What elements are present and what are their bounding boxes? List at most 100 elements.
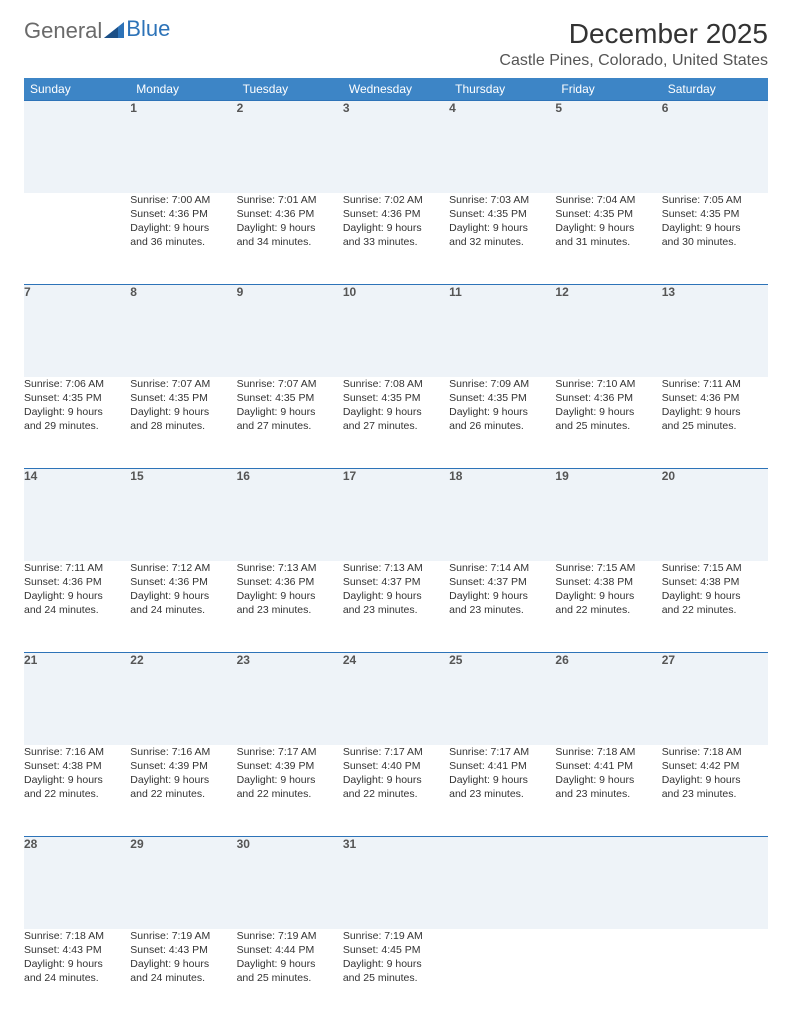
day-number-cell	[555, 837, 661, 929]
dayname-header: Wednesday	[343, 78, 449, 101]
day-info-line: Sunset: 4:42 PM	[662, 759, 768, 773]
day-info-line: Sunrise: 7:07 AM	[237, 377, 343, 391]
day-info-line: Sunrise: 7:04 AM	[555, 193, 661, 207]
day-info-cell: Sunrise: 7:13 AMSunset: 4:36 PMDaylight:…	[237, 561, 343, 653]
day-info-line: Daylight: 9 hours	[24, 405, 130, 419]
day-info-line: Daylight: 9 hours	[130, 221, 236, 235]
day-info-line: Sunset: 4:36 PM	[237, 207, 343, 221]
day-info-cell: Sunrise: 7:16 AMSunset: 4:38 PMDaylight:…	[24, 745, 130, 837]
day-number-cell: 8	[130, 285, 236, 377]
day-info-line: Sunrise: 7:17 AM	[237, 745, 343, 759]
day-info-line: Sunset: 4:35 PM	[449, 391, 555, 405]
day-info-cell: Sunrise: 7:04 AMSunset: 4:35 PMDaylight:…	[555, 193, 661, 285]
day-number-row: 14151617181920	[24, 469, 768, 561]
day-info-line: and 36 minutes.	[130, 235, 236, 249]
day-info-line: Sunset: 4:36 PM	[555, 391, 661, 405]
logo: General Blue	[24, 18, 170, 44]
day-number-cell: 10	[343, 285, 449, 377]
day-info-line: Sunrise: 7:13 AM	[237, 561, 343, 575]
day-info-line: Sunrise: 7:17 AM	[343, 745, 449, 759]
day-info-line: Sunset: 4:37 PM	[343, 575, 449, 589]
day-info-line: Daylight: 9 hours	[555, 773, 661, 787]
day-info-line: Sunrise: 7:19 AM	[237, 929, 343, 943]
day-info-line: Daylight: 9 hours	[237, 773, 343, 787]
day-info-cell	[24, 193, 130, 285]
day-number-cell: 21	[24, 653, 130, 745]
day-info-line: Daylight: 9 hours	[237, 957, 343, 971]
day-number-cell: 29	[130, 837, 236, 929]
logo-sail-icon	[104, 22, 126, 40]
day-info-line: Daylight: 9 hours	[237, 405, 343, 419]
day-info-line: Daylight: 9 hours	[343, 405, 449, 419]
day-info-line: Sunset: 4:35 PM	[24, 391, 130, 405]
day-info-line: and 25 minutes.	[555, 419, 661, 433]
day-info-cell: Sunrise: 7:12 AMSunset: 4:36 PMDaylight:…	[130, 561, 236, 653]
day-info-cell: Sunrise: 7:01 AMSunset: 4:36 PMDaylight:…	[237, 193, 343, 285]
day-info-line: Sunrise: 7:19 AM	[343, 929, 449, 943]
day-info-line: Daylight: 9 hours	[343, 221, 449, 235]
day-info-cell: Sunrise: 7:11 AMSunset: 4:36 PMDaylight:…	[24, 561, 130, 653]
day-info-line: Sunset: 4:43 PM	[130, 943, 236, 957]
day-info-line: Daylight: 9 hours	[662, 221, 768, 235]
day-info-line: Sunrise: 7:16 AM	[130, 745, 236, 759]
day-info-line: Daylight: 9 hours	[343, 589, 449, 603]
day-info-cell: Sunrise: 7:02 AMSunset: 4:36 PMDaylight:…	[343, 193, 449, 285]
day-info-cell	[662, 929, 768, 1021]
day-info-line: and 27 minutes.	[343, 419, 449, 433]
day-info-cell: Sunrise: 7:10 AMSunset: 4:36 PMDaylight:…	[555, 377, 661, 469]
day-info-line: Daylight: 9 hours	[130, 957, 236, 971]
day-info-cell: Sunrise: 7:08 AMSunset: 4:35 PMDaylight:…	[343, 377, 449, 469]
day-info-line: Sunrise: 7:05 AM	[662, 193, 768, 207]
day-info-line: and 23 minutes.	[555, 787, 661, 801]
day-info-line: Daylight: 9 hours	[130, 589, 236, 603]
day-info-line: Sunrise: 7:18 AM	[24, 929, 130, 943]
day-info-line: Sunrise: 7:14 AM	[449, 561, 555, 575]
day-info-line: Daylight: 9 hours	[449, 405, 555, 419]
day-info-line: Sunset: 4:45 PM	[343, 943, 449, 957]
day-number-cell	[449, 837, 555, 929]
day-number-cell: 11	[449, 285, 555, 377]
day-info-line: Sunset: 4:38 PM	[662, 575, 768, 589]
dayname-header: Sunday	[24, 78, 130, 101]
day-info-cell: Sunrise: 7:16 AMSunset: 4:39 PMDaylight:…	[130, 745, 236, 837]
day-info-line: Sunrise: 7:11 AM	[24, 561, 130, 575]
day-info-cell: Sunrise: 7:18 AMSunset: 4:42 PMDaylight:…	[662, 745, 768, 837]
day-info-line: Sunrise: 7:06 AM	[24, 377, 130, 391]
day-number-row: 78910111213	[24, 285, 768, 377]
day-info-line: Sunset: 4:43 PM	[24, 943, 130, 957]
day-info-line: Daylight: 9 hours	[449, 773, 555, 787]
day-info-line: Sunrise: 7:00 AM	[130, 193, 236, 207]
day-info-cell: Sunrise: 7:07 AMSunset: 4:35 PMDaylight:…	[237, 377, 343, 469]
day-info-cell: Sunrise: 7:17 AMSunset: 4:40 PMDaylight:…	[343, 745, 449, 837]
day-info-line: Daylight: 9 hours	[662, 773, 768, 787]
calendar-table: SundayMondayTuesdayWednesdayThursdayFrid…	[24, 78, 768, 1021]
day-info-line: and 23 minutes.	[449, 603, 555, 617]
day-info-line: Sunrise: 7:07 AM	[130, 377, 236, 391]
day-info-cell: Sunrise: 7:15 AMSunset: 4:38 PMDaylight:…	[662, 561, 768, 653]
day-info-cell: Sunrise: 7:09 AMSunset: 4:35 PMDaylight:…	[449, 377, 555, 469]
day-info-line: Sunset: 4:35 PM	[555, 207, 661, 221]
day-info-line: Daylight: 9 hours	[555, 589, 661, 603]
day-number-cell: 14	[24, 469, 130, 561]
day-info-line: Sunrise: 7:18 AM	[555, 745, 661, 759]
day-info-line: Daylight: 9 hours	[449, 589, 555, 603]
day-number-cell: 24	[343, 653, 449, 745]
day-number-cell: 1	[130, 101, 236, 193]
day-info-line: Sunset: 4:40 PM	[343, 759, 449, 773]
day-number-cell	[24, 101, 130, 193]
day-info-cell: Sunrise: 7:19 AMSunset: 4:45 PMDaylight:…	[343, 929, 449, 1021]
day-info-line: Sunrise: 7:15 AM	[555, 561, 661, 575]
day-number-cell: 12	[555, 285, 661, 377]
day-number-cell: 18	[449, 469, 555, 561]
day-info-cell: Sunrise: 7:07 AMSunset: 4:35 PMDaylight:…	[130, 377, 236, 469]
day-info-cell: Sunrise: 7:17 AMSunset: 4:39 PMDaylight:…	[237, 745, 343, 837]
day-info-line: Sunrise: 7:03 AM	[449, 193, 555, 207]
day-info-line: and 26 minutes.	[449, 419, 555, 433]
day-info-line: Daylight: 9 hours	[130, 773, 236, 787]
day-info-line: Sunset: 4:44 PM	[237, 943, 343, 957]
page-header: General Blue December 2025 Castle Pines,…	[24, 18, 768, 70]
day-info-line: and 24 minutes.	[130, 603, 236, 617]
day-info-line: Daylight: 9 hours	[555, 405, 661, 419]
day-number-cell: 22	[130, 653, 236, 745]
day-number-cell: 25	[449, 653, 555, 745]
